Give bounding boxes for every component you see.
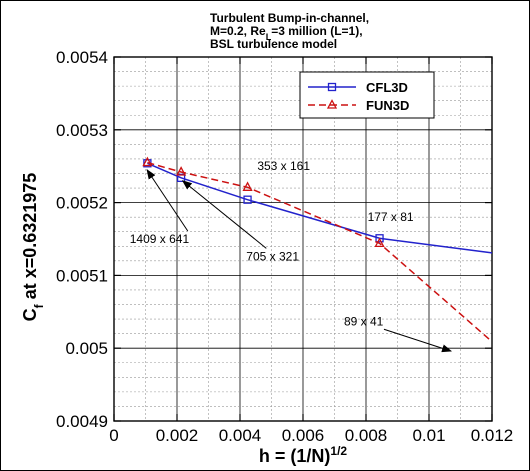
y-tick-label: 0.0052 [56, 194, 108, 213]
series [142, 156, 493, 343]
legend-box [299, 71, 435, 119]
legend-marker [326, 99, 338, 109]
y-tick-label: 0.005 [65, 339, 108, 358]
series-line [147, 161, 493, 343]
data-point [374, 237, 385, 248]
x-axis-label: h = (1/N)1/2 [259, 444, 348, 466]
y-tick-label: 0.0049 [56, 412, 108, 431]
annotation-arrow [383, 328, 453, 353]
legend-item: CFL3D [308, 80, 408, 95]
annotation-label: 89 x 41 [344, 314, 384, 328]
data-point [142, 156, 153, 167]
y-tick-label: 0.0053 [56, 121, 108, 140]
annotation-label: 705 x 321 [246, 249, 299, 263]
annotation-arrow [146, 169, 189, 232]
x-tick-labels: 0 0.002 0.004 0.006 0.008 0.01 0.012 [109, 426, 513, 445]
x-tick-label: 0.002 [156, 426, 199, 445]
y-tick-label: 0.0051 [56, 266, 108, 285]
annotation-label: 1409 x 641 [130, 232, 190, 246]
annotation: 705 x 321 [181, 180, 299, 263]
annotation-arrow [181, 180, 267, 249]
axis-ticks [113, 56, 493, 422]
data-point [242, 181, 253, 191]
legend-label: CFL3D [366, 80, 408, 95]
annotation: 1409 x 641 [130, 169, 190, 246]
y-tick-labels: 0.0049 0.005 0.0051 0.0052 0.0053 0.0054 [56, 48, 108, 431]
series-line [147, 162, 493, 254]
annotations: 1409 x 641 705 x 321 353 x 161 177 x 81 89 x… [130, 159, 453, 353]
x-tick-label: 0.004 [219, 426, 262, 445]
legend-item: FUN3D [308, 98, 409, 113]
legend-marker [327, 82, 337, 92]
x-tick-label: 0.01 [412, 426, 445, 445]
data-point [176, 173, 186, 182]
annotation: 353 x 161 [257, 159, 310, 173]
annotation: 177 x 81 [368, 210, 414, 224]
chart-title-line: BSL turbulence model [210, 37, 337, 51]
annotation-label: 177 x 81 [368, 210, 414, 224]
chart-title-line: M=0.2, ReL=3 million (L=1), [210, 24, 363, 42]
data-point [243, 195, 252, 204]
annotation: 89 x 41 [344, 314, 453, 353]
data-point [176, 166, 187, 176]
annotation-label: 353 x 161 [257, 159, 310, 173]
x-tick-label: 0 [109, 426, 118, 445]
legend-label: FUN3D [366, 98, 409, 113]
chart-title-line: Turbulent Bump-in-channel, [210, 11, 369, 25]
x-tick-label: 0.006 [282, 426, 325, 445]
chart-title: Turbulent Bump-in-channel, M=0.2, ReL=3 m… [210, 11, 369, 51]
x-tick-label: 0.012 [471, 426, 514, 445]
y-tick-label: 0.0054 [56, 48, 108, 67]
series-fun3d [142, 156, 493, 343]
legend: CFL3D FUN3D [299, 71, 435, 119]
x-tick-label: 0.008 [345, 426, 388, 445]
y-axis-label: Cf at x=0.6321975 [20, 173, 46, 322]
data-point [375, 234, 384, 243]
